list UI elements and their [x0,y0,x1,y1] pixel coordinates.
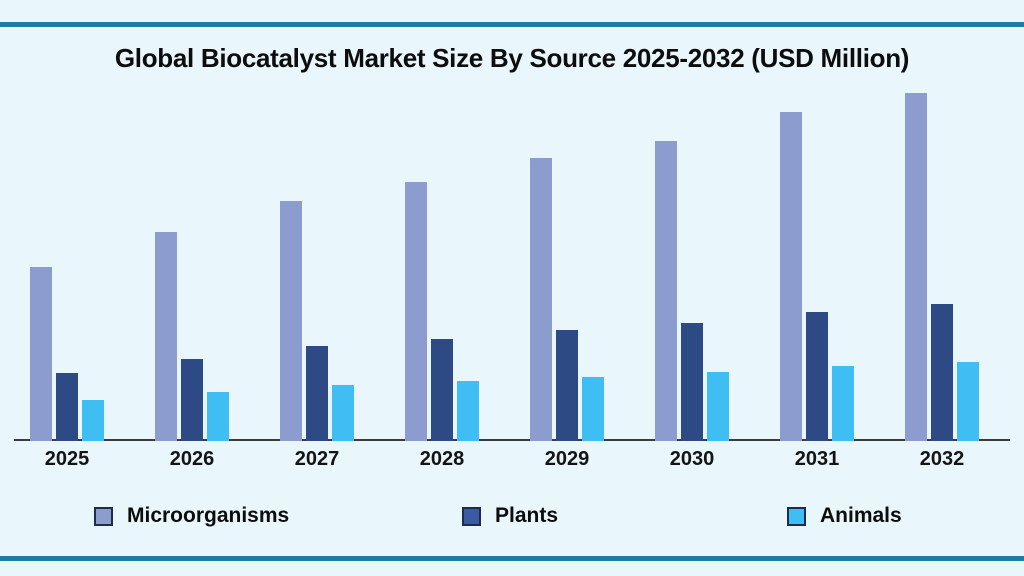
legend-swatch-animals [787,506,806,526]
bar-microorganisms-2030 [655,141,677,441]
bar-plants-2030 [681,323,703,441]
bar-animals-2031 [832,366,854,441]
bar-plants-2031 [806,312,828,441]
bar-plants-2029 [556,330,578,441]
bar-plants-2026 [181,359,203,441]
bar-plants-2028 [431,339,453,441]
bar-microorganisms-2031 [780,112,802,441]
bar-microorganisms-2028 [405,182,427,441]
bar-animals-2026 [207,392,229,441]
category-label-2032: 2032 [919,448,965,470]
bar-animals-2032 [957,362,979,441]
category-label-2031: 2031 [794,448,840,470]
legend-item-plants: Plants [462,504,558,528]
bar-animals-2025 [82,400,104,441]
category-label-2028: 2028 [419,448,465,470]
top-border-line [0,22,1024,27]
bar-animals-2028 [457,381,479,441]
legend-label-plants: Plants [495,504,559,527]
category-label-2029: 2029 [544,448,590,470]
bar-microorganisms-2026 [155,232,177,441]
bottom-border-line [0,556,1024,561]
legend-swatch-plants [462,506,481,526]
category-label-2027: 2027 [294,448,340,470]
bar-animals-2030 [707,372,729,441]
bar-plants-2032 [931,304,953,441]
x-axis-line [14,439,1010,441]
legend-label-animals: Animals [820,504,902,527]
bar-microorganisms-2027 [280,201,302,441]
bar-plants-2027 [306,346,328,441]
bar-animals-2029 [582,377,604,441]
category-label-2026: 2026 [169,448,215,470]
bar-microorganisms-2032 [905,93,927,441]
chart-title: Global Biocatalyst Market Size By Source… [114,43,910,73]
category-label-2030: 2030 [669,448,715,470]
bar-animals-2027 [332,385,354,441]
legend-label-microorganisms: Microorganisms [127,504,290,527]
bar-plants-2025 [56,373,78,441]
legend-item-microorganisms: Microorganisms [94,504,289,528]
bar-microorganisms-2025 [30,267,52,441]
legend-item-animals: Animals [787,504,902,528]
category-label-2025: 2025 [44,448,90,470]
legend-swatch-microorganisms [94,506,113,526]
bar-microorganisms-2029 [530,158,552,441]
